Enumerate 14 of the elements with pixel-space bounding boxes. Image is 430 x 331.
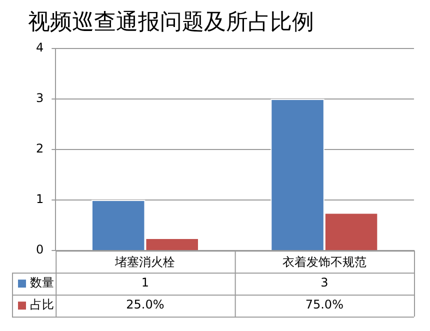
- x-tick-label: 衣着发饰不规范: [282, 254, 366, 269]
- data-label: 25.0%: [126, 298, 164, 312]
- y-tick-label: 2: [36, 142, 44, 156]
- data-label: 75.0%: [305, 298, 344, 312]
- data-label: 3: [320, 276, 328, 290]
- y-tick-label: 4: [36, 40, 44, 55]
- data-label: 1: [141, 276, 150, 290]
- y-tick-label: 0: [36, 242, 44, 257]
- y-tick-label: 1: [36, 192, 44, 206]
- chart-title: 视频巡查通报问题及所占比例: [28, 10, 314, 35]
- legend-label: 占比: [30, 298, 54, 312]
- y-tick-label: 3: [36, 91, 44, 106]
- legend-label: 数量: [30, 276, 54, 290]
- x-tick-label: 堵塞消火栓: [114, 254, 176, 269]
